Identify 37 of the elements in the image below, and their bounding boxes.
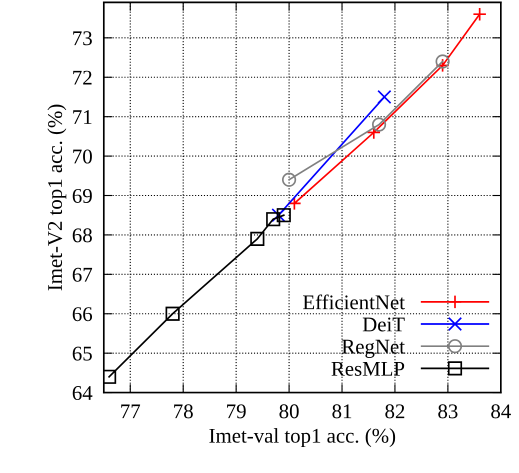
y-tick-label: 66 <box>72 307 92 322</box>
y-axis-title: Imet-V2 top1 acc. (%) <box>47 104 66 290</box>
point <box>276 208 291 222</box>
x-tick-label: 84 <box>491 404 511 418</box>
legend-label: ResMLP <box>332 362 404 376</box>
point <box>472 7 487 22</box>
y-tick-label: 71 <box>73 110 92 124</box>
y-tick-label: 65 <box>72 346 92 361</box>
y-tick-label: 64 <box>72 386 92 400</box>
legend-label: RegNet <box>342 340 405 358</box>
legend-label: DeiT <box>362 318 405 332</box>
x-axis-title: Imet-val top1 acc. (%) <box>209 428 396 448</box>
point <box>436 54 450 69</box>
point <box>436 58 450 73</box>
y-tick-label: 70 <box>73 149 92 164</box>
x-tick-label: 77 <box>121 404 140 418</box>
y-tick-label: 68 <box>72 228 92 242</box>
point <box>266 212 280 226</box>
x-tick-label: 81 <box>332 404 352 418</box>
point <box>377 90 392 104</box>
point <box>372 117 386 132</box>
x-tick-label: 83 <box>438 404 458 418</box>
x-tick-label: 79 <box>227 404 246 418</box>
y-tick-label: 69 <box>72 188 92 203</box>
point <box>366 125 381 140</box>
x-tick-label: 78 <box>174 404 193 418</box>
x-tick-label: 82 <box>385 404 404 418</box>
point <box>250 232 264 246</box>
point <box>287 196 302 210</box>
point <box>166 306 180 321</box>
y-tick-label: 73 <box>73 31 92 46</box>
y-tick-label: 67 <box>72 268 92 282</box>
x-tick-label: 80 <box>279 404 299 418</box>
point <box>104 370 116 384</box>
point <box>282 172 296 187</box>
legend-label: EfficientNet <box>303 294 405 310</box>
y-tick-label: 72 <box>73 70 92 84</box>
